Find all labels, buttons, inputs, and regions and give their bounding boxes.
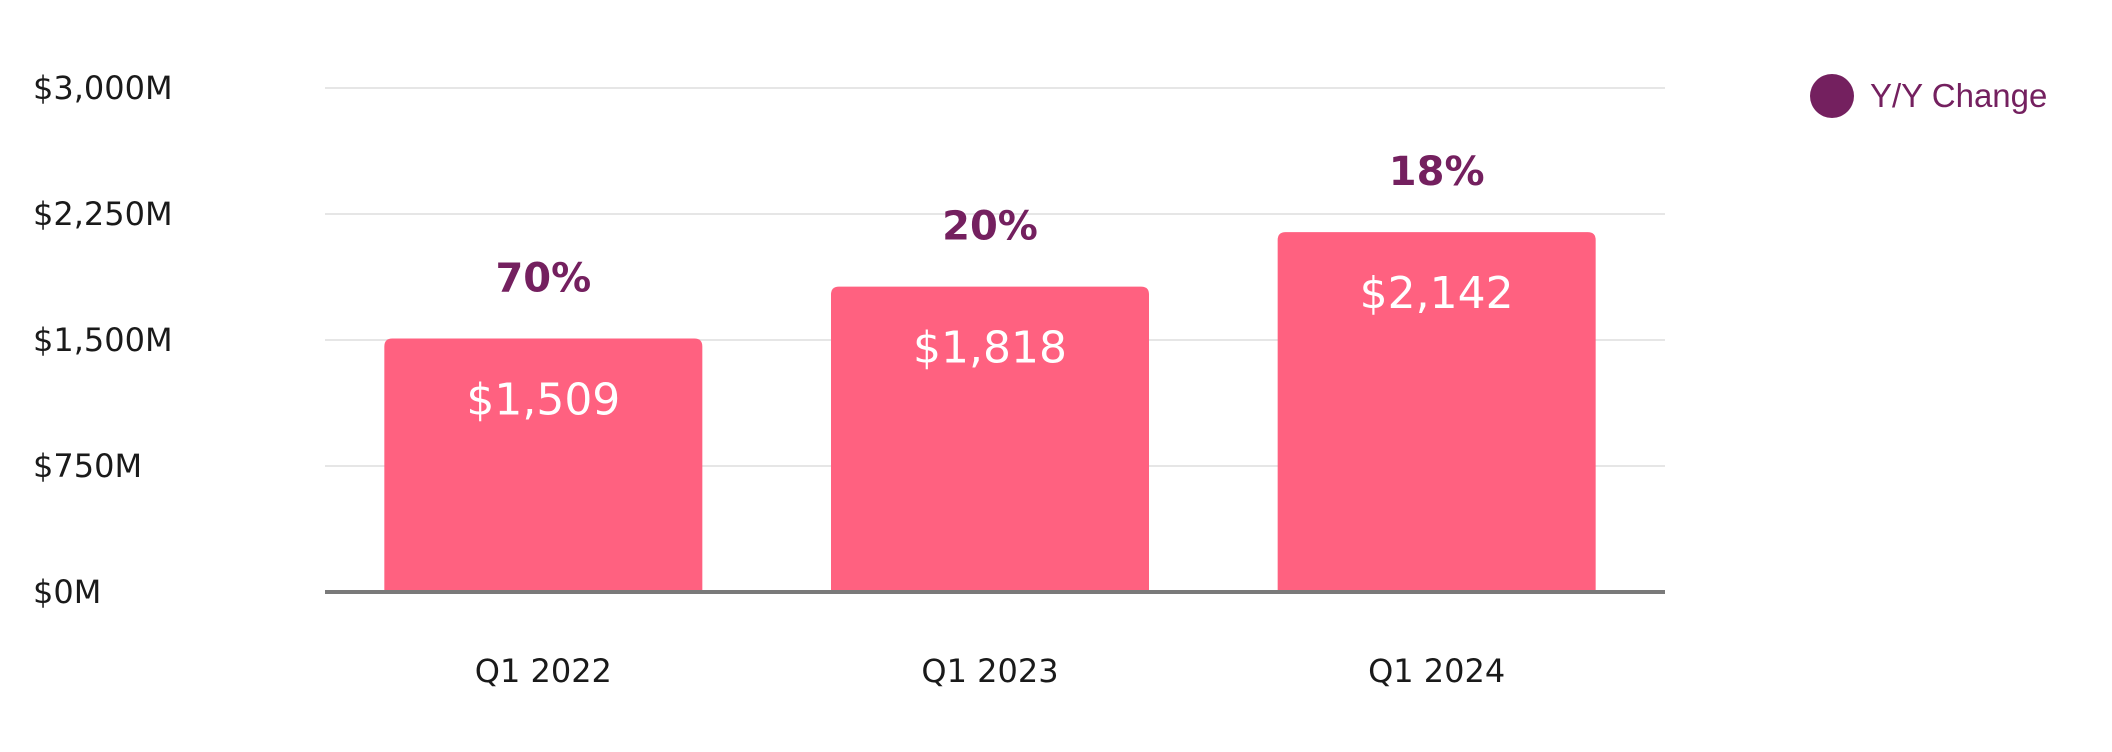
bar: [831, 286, 1149, 592]
bars: [384, 232, 1596, 593]
bar-value-label: $1,509: [466, 374, 620, 425]
y-tick-label: $750M: [33, 447, 142, 485]
y-tick-label: $2,250M: [33, 195, 173, 233]
bar-value-labels: $1,509 $1,818 $2,142: [466, 268, 1513, 425]
legend-label: Y/Y Change: [1870, 77, 2048, 114]
legend: Y/Y Change: [1810, 74, 2047, 118]
yoy-change-labels: 70% 20% 18%: [495, 149, 1484, 301]
y-tick-label: $0M: [33, 573, 101, 611]
x-tick-label: Q1 2022: [475, 652, 612, 690]
yoy-change-label: 20%: [942, 204, 1038, 250]
x-tick-label: Q1 2023: [921, 652, 1058, 690]
bar-value-label: $1,818: [913, 323, 1067, 374]
x-tick-label: Q1 2024: [1368, 652, 1505, 690]
y-tick-label: $3,000M: [33, 69, 173, 107]
yoy-change-label: 70%: [495, 255, 591, 301]
yoy-change-label: 18%: [1389, 149, 1485, 195]
bar: [1277, 232, 1596, 593]
bar: [384, 338, 703, 592]
bar-value-label: $2,142: [1360, 268, 1514, 319]
y-axis-tick-labels: $0M $750M $1,500M $2,250M $3,000M: [33, 69, 173, 611]
legend-swatch-icon: [1810, 74, 1854, 118]
y-tick-label: $1,500M: [33, 321, 173, 359]
x-axis-category-labels: Q1 2022 Q1 2023 Q1 2024: [475, 652, 1505, 690]
